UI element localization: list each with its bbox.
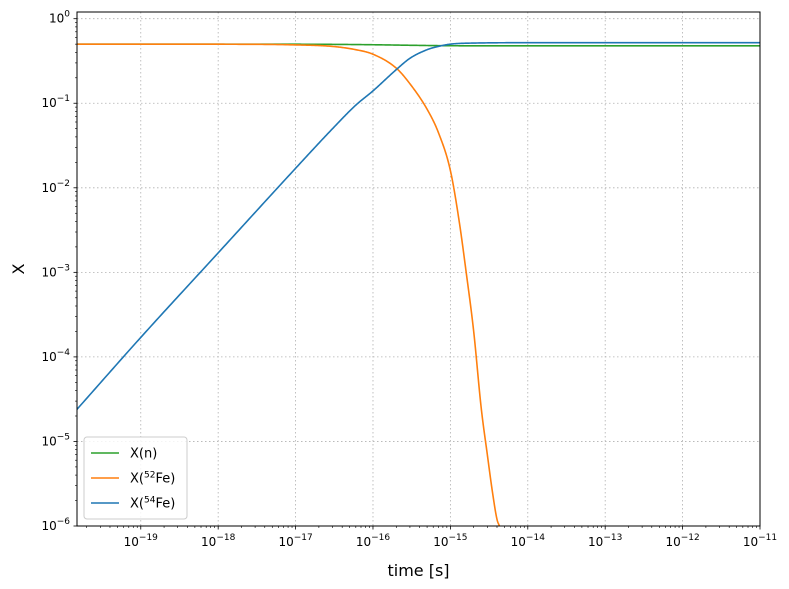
y-axis-label: X	[9, 263, 28, 274]
x-tick-label: 10−13	[588, 533, 622, 549]
plot-area	[77, 12, 760, 526]
x-tick-label: 10−14	[511, 533, 546, 549]
x-tick-label: 10−16	[356, 533, 391, 549]
legend-box	[83, 436, 188, 520]
legend-label-1: X(52Fe)	[130, 471, 175, 487]
series-line-1	[77, 43, 501, 526]
x-tick-label: 10−11	[743, 533, 777, 549]
legend: X(n) X(52Fe) X(54Fe)	[83, 436, 188, 520]
y-axis-ticks: 10−6 10−5 10−4 10−3 10−2 10−1 100	[41, 10, 77, 533]
plot-frame	[76, 11, 761, 527]
x-tick-label: 10−15	[433, 533, 467, 549]
series-line-2	[77, 41, 760, 410]
y-tick-label: 10−4	[41, 348, 70, 364]
x-tick-label: 10−18	[201, 533, 236, 549]
x-tick-label: 10−12	[665, 533, 699, 549]
x-tick-label: 10−19	[124, 533, 159, 549]
series-lines	[77, 41, 760, 526]
x-axis-ticks: 10−19 10−18 10−17 10−16 10−15 10−14 10−13 10−12…	[86, 526, 777, 549]
legend-label-2: X(54Fe)	[130, 496, 175, 512]
x-axis-label: time [s]	[387, 561, 449, 580]
y-tick-label: 100	[49, 10, 70, 26]
y-tick-label: 10−6	[41, 517, 70, 533]
legend-label-0: X(n)	[130, 447, 157, 462]
y-tick-label: 10−5	[41, 432, 70, 448]
y-tick-label: 10−1	[41, 94, 70, 110]
x-tick-label: 10−17	[278, 533, 312, 549]
y-tick-label: 10−3	[41, 263, 70, 279]
y-tick-label: 10−2	[41, 179, 70, 195]
